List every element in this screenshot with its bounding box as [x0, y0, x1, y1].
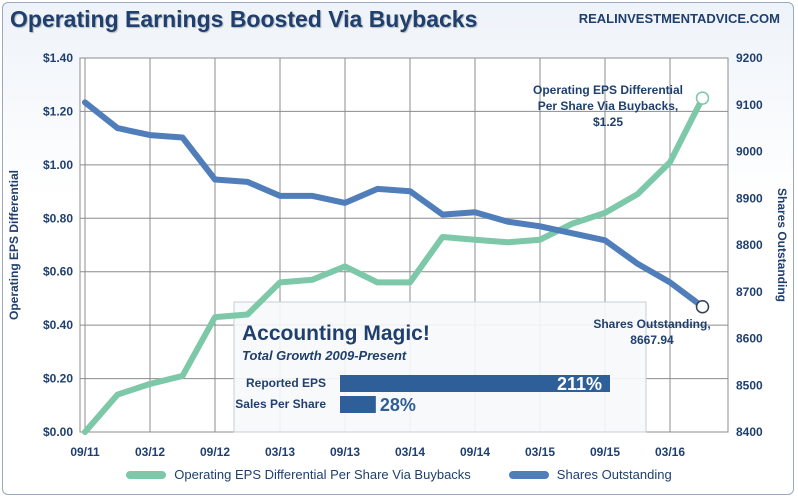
inset-subtitle: Total Growth 2009-Present — [242, 348, 407, 363]
right-tick-label: 9100 — [736, 98, 763, 112]
x-tick-label: 03/14 — [395, 445, 425, 459]
inset-bar-label: Reported EPS — [246, 376, 326, 390]
left-tick-label: $0.60 — [43, 265, 73, 279]
right-tick-label: 8600 — [736, 332, 763, 346]
legend-swatch-eps — [126, 470, 167, 479]
x-tick-label: 09/13 — [330, 445, 360, 459]
inset-bar — [340, 396, 376, 413]
right-tick-label: 8500 — [736, 378, 763, 392]
x-tick-label: 09/14 — [460, 445, 490, 459]
x-tick-label: 03/13 — [265, 445, 295, 459]
inset-bar — [340, 375, 610, 392]
eps-annotation: Operating EPS Differential — [533, 83, 683, 97]
right-tick-label: 8800 — [736, 238, 763, 252]
left-tick-label: $0.80 — [43, 211, 73, 225]
x-tick-label: 03/12 — [135, 445, 165, 459]
shares-line — [82, 99, 706, 310]
x-tick-label: 03/15 — [525, 445, 555, 459]
shares-annotation: Shares Outstanding, — [593, 317, 710, 331]
x-tick-label: 09/15 — [590, 445, 620, 459]
legend-swatch-shares — [508, 470, 549, 479]
left-tick-label: $0.40 — [43, 318, 73, 332]
inset-bar-label: Sales Per Share — [235, 397, 326, 411]
legend: Operating EPS Differential Per Share Via… — [0, 467, 798, 482]
y-axis-title-right: Shares Outstanding — [775, 188, 789, 302]
legend-item-eps: Operating EPS Differential Per Share Via… — [126, 467, 471, 482]
inset-bar-value: 211% — [557, 374, 602, 394]
eps-annotation: $1.25 — [593, 115, 623, 129]
inset-title: Accounting Magic! — [242, 322, 430, 345]
legend-item-shares: Shares Outstanding — [508, 467, 672, 482]
x-tick-label: 09/12 — [200, 445, 230, 459]
eps-line — [82, 95, 706, 435]
left-tick-label: $1.40 — [43, 51, 73, 65]
eps-end-marker — [695, 91, 710, 105]
left-tick-label: $1.00 — [43, 158, 73, 172]
right-tick-label: 8700 — [736, 285, 763, 299]
legend-label-eps: Operating EPS Differential Per Share Via… — [174, 467, 471, 482]
y-axis-title-left: Operating EPS Differential — [7, 170, 21, 320]
inset-panel — [233, 301, 647, 433]
right-tick-label: 9000 — [736, 145, 763, 159]
source-label: REALINVESTMENTADVICE.COM — [578, 11, 780, 26]
legend-label-shares: Shares Outstanding — [556, 467, 672, 482]
left-tick-label: $1.20 — [43, 104, 73, 118]
x-tick-label: 09/11 — [70, 445, 100, 459]
right-tick-label: 8400 — [736, 425, 763, 439]
eps-annotation: Per Share Via Buybacks, — [538, 99, 679, 113]
right-tick-label: 9200 — [736, 51, 763, 65]
shares-annotation: 8667.94 — [630, 333, 674, 347]
right-tick-label: 8900 — [736, 191, 763, 205]
chart-title: Operating Earnings Boosted Via Buybacks — [10, 6, 478, 32]
left-tick-label: $0.20 — [43, 372, 73, 386]
x-tick-label: 03/16 — [655, 445, 685, 459]
shares-end-marker — [695, 299, 710, 314]
left-tick-label: $0.00 — [43, 425, 73, 439]
inset-bar-value: 28% — [380, 395, 416, 415]
